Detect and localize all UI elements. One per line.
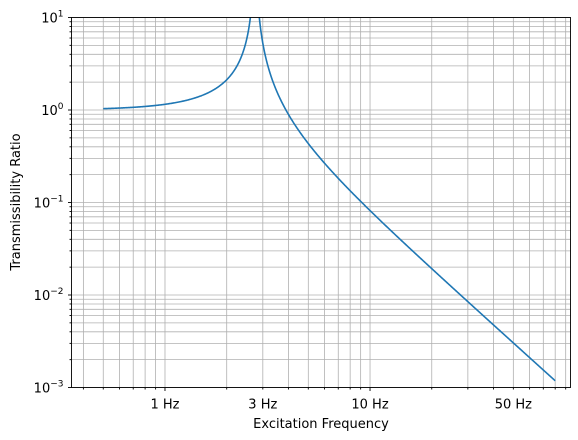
x-tick-label: 1 Hz: [150, 398, 179, 413]
y-tick-label: 100: [41, 102, 64, 119]
x-tick-label: 10 Hz: [351, 398, 388, 413]
grid-lines: [71, 17, 571, 388]
axis-ticks: [68, 17, 567, 391]
x-axis-label: Excitation Frequency: [253, 417, 389, 432]
y-tick-labels: 10−3 10−2 10−1 100 101: [34, 10, 64, 397]
x-tick-label: 3 Hz: [248, 398, 277, 413]
y-axis-label: Transmissibility Ratio: [9, 133, 24, 271]
y-tick-label: 10−1: [34, 195, 64, 212]
series-layer: [103, 17, 556, 382]
y-tick-label: 10−2: [34, 287, 64, 304]
y-tick-label: 101: [41, 10, 63, 27]
series-line-0: [103, 17, 556, 382]
x-tick-label: 50 Hz: [495, 398, 532, 413]
y-tick-label: 10−3: [34, 380, 64, 397]
x-tick-labels: 1 Hz 3 Hz 10 Hz 50 Hz: [150, 398, 532, 413]
